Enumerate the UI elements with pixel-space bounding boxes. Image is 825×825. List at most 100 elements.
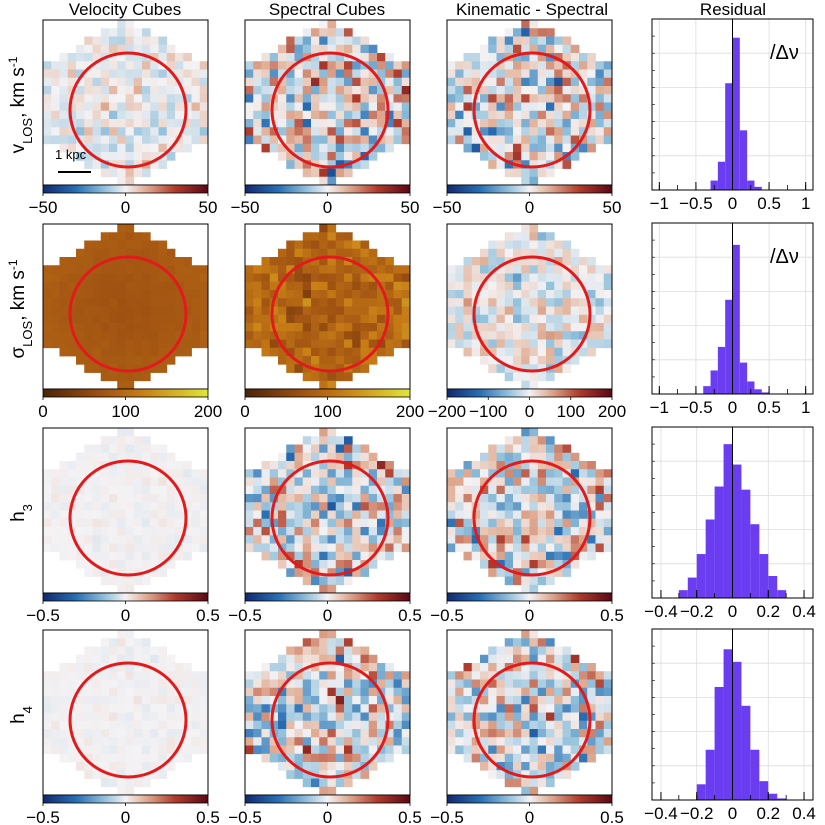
- map-pixel: [529, 720, 539, 730]
- map-pixel: [125, 273, 135, 283]
- map-pixel: [311, 663, 320, 672]
- map-pixel: [245, 77, 254, 87]
- map-pixel: [117, 273, 126, 283]
- map-pixel: [447, 477, 456, 487]
- map-pixel: [311, 298, 320, 307]
- map-pixel: [269, 331, 279, 340]
- map-pixel: [327, 712, 337, 722]
- map-pixel: [335, 257, 345, 266]
- map-pixel: [166, 729, 176, 738]
- map-pixel: [253, 94, 262, 103]
- map-pixel: [286, 143, 295, 153]
- map-pixel: [471, 469, 481, 478]
- map-pixel: [158, 452, 168, 462]
- map-pixel: [133, 372, 143, 382]
- map-pixel: [327, 687, 337, 697]
- map-pixel: [261, 290, 271, 299]
- map-pixel: [327, 518, 337, 528]
- map-pixel: [67, 53, 77, 62]
- map-pixel: [587, 712, 596, 722]
- map-pixel: [278, 551, 287, 561]
- map-pixel: [183, 679, 192, 689]
- map-pixel: [537, 94, 547, 103]
- map-pixel: [278, 53, 287, 62]
- map-pixel: [488, 518, 497, 528]
- map-pixel: [294, 527, 304, 536]
- map-pixel: [579, 347, 588, 357]
- map-pixel: [546, 518, 555, 528]
- map-pixel: [199, 720, 209, 730]
- map-pixel: [175, 86, 184, 95]
- map-pixel: [344, 638, 353, 647]
- map-pixel: [554, 461, 563, 470]
- map-pixel: [125, 679, 135, 689]
- map-pixel: [142, 778, 151, 788]
- map-pixel: [513, 679, 522, 689]
- map-pixel: [319, 160, 328, 169]
- map-pixel: [529, 737, 539, 746]
- map-pixel: [76, 671, 85, 680]
- map-pixel: [311, 654, 320, 664]
- map-pixel: [199, 477, 209, 487]
- map-pixel: [311, 257, 320, 266]
- map-pixel: [133, 281, 143, 291]
- map-pixel: [59, 679, 69, 689]
- map-pixel: [319, 568, 328, 577]
- map-pixel: [142, 232, 151, 241]
- map-pixel: [360, 257, 370, 266]
- map-pixel: [360, 770, 370, 779]
- map-pixel: [67, 273, 77, 283]
- histogram-bar: [723, 649, 733, 800]
- map-pixel: [133, 232, 143, 241]
- map-pixel: [480, 671, 489, 680]
- map-pixel: [521, 543, 530, 553]
- map-pixel: [562, 770, 572, 779]
- map-pixel: [84, 518, 93, 528]
- map-pixel: [488, 127, 497, 136]
- map-pixel: [109, 551, 118, 561]
- map-pixel: [570, 687, 580, 697]
- map-pixel: [352, 712, 361, 722]
- map-pixel: [245, 110, 254, 120]
- map-pixel: [546, 745, 555, 755]
- map-pixel: [302, 347, 312, 357]
- map-pixel: [562, 568, 572, 577]
- map-pixel: [150, 485, 159, 495]
- map-pixel: [125, 248, 135, 258]
- map-pixel: [84, 485, 93, 495]
- map-pixel: [183, 86, 192, 95]
- map-pixel: [327, 69, 337, 79]
- map-pixel: [125, 729, 135, 738]
- map-pixel: [352, 44, 361, 54]
- map-pixel: [587, 61, 596, 70]
- map-pixel: [183, 696, 192, 705]
- map-pixel: [302, 281, 312, 291]
- map-pixel: [175, 265, 184, 274]
- map-pixel: [76, 737, 85, 746]
- map-pixel: [595, 86, 605, 95]
- map-pixel: [496, 712, 506, 722]
- map-pixel: [335, 69, 345, 79]
- map-pixel: [133, 638, 143, 647]
- map-pixel: [385, 257, 394, 266]
- map-pixel: [100, 110, 110, 120]
- map-pixel: [595, 281, 605, 291]
- map-pixel: [562, 323, 572, 332]
- map-pixel: [319, 762, 328, 771]
- map-pixel: [537, 729, 547, 738]
- map-pixel: [286, 696, 295, 705]
- map-pixel: [319, 168, 328, 178]
- map-pixel: [488, 469, 497, 478]
- map-pixel: [245, 306, 254, 316]
- map-pixel: [294, 69, 304, 79]
- map-pixel: [447, 102, 456, 112]
- map-pixel: [537, 28, 547, 37]
- map-pixel: [480, 737, 489, 746]
- map-pixel: [319, 248, 328, 258]
- map-pixel: [286, 290, 295, 299]
- map-pixel: [319, 753, 328, 763]
- map-pixel: [278, 494, 287, 503]
- map-pixel: [595, 339, 605, 349]
- map-panel-r1-c0: 0 100 200: [38, 223, 222, 421]
- map-pixel: [352, 687, 361, 697]
